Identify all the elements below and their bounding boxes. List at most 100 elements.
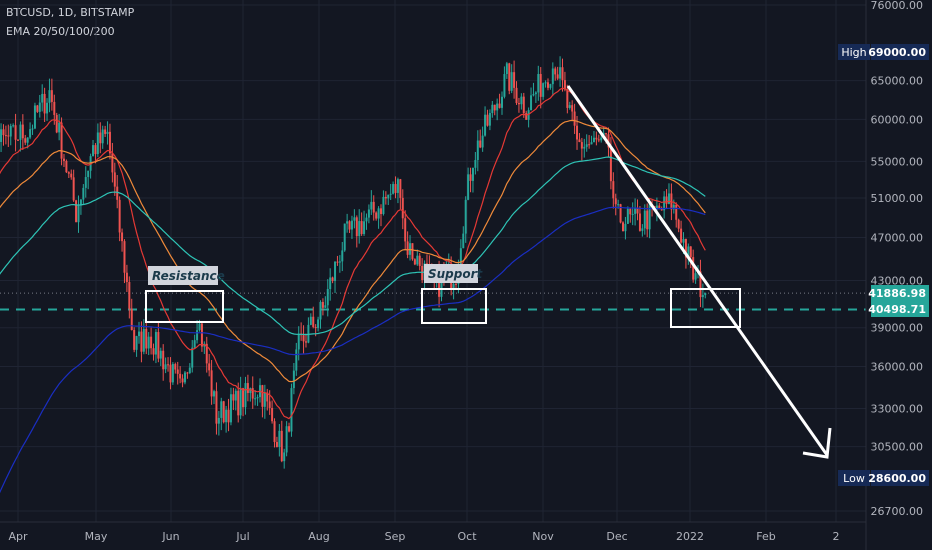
- y-tick-label: 51000.00: [871, 192, 924, 205]
- candle-body: [266, 392, 269, 402]
- candle-body: [164, 364, 167, 370]
- candle-body: [655, 205, 658, 210]
- candle-body: [292, 370, 295, 389]
- candle-body: [70, 173, 73, 178]
- candle-body: [498, 103, 501, 108]
- candle-body: [704, 293, 707, 296]
- candle-body: [324, 305, 327, 308]
- candle-body: [251, 388, 254, 399]
- candle-body: [566, 89, 569, 108]
- x-tick-label: Sep: [385, 530, 406, 543]
- candle-body: [515, 87, 518, 104]
- indicator-legend: EMA 20/50/100/200: [6, 25, 115, 38]
- x-tick-label: May: [85, 530, 108, 543]
- candle-body: [687, 246, 690, 258]
- candle-body: [331, 277, 334, 281]
- candle-body: [590, 142, 593, 145]
- candle-body: [341, 250, 344, 262]
- candle-body: [484, 114, 487, 136]
- candle-body: [121, 232, 124, 242]
- candle-body: [193, 340, 196, 348]
- candle-body: [208, 363, 211, 371]
- candle-body: [196, 330, 199, 341]
- price-label-prefix: Low: [843, 472, 865, 485]
- candle-body: [667, 193, 670, 204]
- candle-body: [183, 372, 186, 383]
- candle-body: [571, 105, 574, 112]
- x-tick-label: Jul: [235, 530, 249, 543]
- candle-body: [138, 331, 140, 337]
- candle-body: [476, 140, 479, 161]
- candle-body: [254, 398, 257, 400]
- candle-body: [65, 160, 68, 173]
- candle-body: [17, 139, 19, 141]
- candle-body: [658, 205, 661, 210]
- x-tick-label: Jun: [161, 530, 179, 543]
- candle-body: [682, 238, 685, 243]
- price-label-box: [871, 44, 929, 60]
- candle-body: [77, 205, 80, 223]
- candle-body: [375, 212, 378, 219]
- candle-body: [614, 198, 617, 205]
- candle-body: [29, 129, 32, 138]
- candle-body: [285, 426, 288, 453]
- candle-body: [46, 102, 49, 114]
- candle-body: [626, 208, 629, 224]
- candle-body: [128, 282, 131, 309]
- candle-body: [38, 102, 41, 112]
- candle-body: [31, 128, 34, 130]
- candle-body: [237, 390, 240, 416]
- candle-body: [380, 208, 382, 214]
- candle-body: [542, 83, 545, 97]
- price-axis[interactable]: 76000.00 65000.00 60000.00 55000.00 51000.00…: [865, 0, 924, 550]
- candle-body: [672, 204, 675, 210]
- candle-body: [406, 241, 409, 255]
- candle-body: [694, 273, 697, 280]
- candle-body: [157, 332, 160, 359]
- x-tick-label: Dec: [606, 530, 627, 543]
- candle-body: [147, 336, 150, 349]
- candle-body: [2, 129, 5, 136]
- candle-body: [701, 295, 704, 298]
- candle-body: [14, 125, 17, 140]
- candle-body: [510, 72, 513, 91]
- candle-body: [302, 335, 305, 342]
- time-axis[interactable]: Apr May Jun Jul Aug Sep Oct Nov Dec 2022 Feb 2: [0, 521, 866, 543]
- candle-body: [271, 407, 274, 422]
- candle-body: [559, 67, 562, 79]
- candle-body: [94, 145, 97, 155]
- candle-body: [125, 272, 128, 283]
- candle-body: [7, 135, 10, 137]
- candle-body: [329, 277, 332, 290]
- candle-body: [641, 228, 644, 231]
- candle-body: [288, 426, 291, 432]
- candle-body: [179, 373, 182, 379]
- candle-body: [227, 409, 230, 423]
- candle-body: [556, 74, 559, 79]
- candle-body: [273, 421, 276, 443]
- candle-body: [416, 255, 419, 265]
- y-tick-label: 55000.00: [871, 155, 924, 168]
- price-label-value: 28600.00: [868, 472, 926, 485]
- target-box: [670, 288, 741, 328]
- candle-body: [392, 184, 395, 194]
- y-tick-label: 76000.00: [871, 0, 924, 12]
- candle-body: [675, 204, 678, 220]
- candle-body: [304, 341, 307, 343]
- candle-body: [215, 391, 218, 424]
- price-label-box: [871, 470, 929, 486]
- candle-body: [275, 442, 278, 447]
- support-label-bg: [424, 264, 478, 283]
- candle-body: [319, 301, 322, 320]
- candle-body: [295, 349, 298, 371]
- candle-body: [493, 104, 496, 111]
- candle-body: [636, 208, 639, 214]
- candle-body: [174, 364, 177, 370]
- candle-body: [53, 101, 56, 115]
- candle-body: [348, 221, 351, 230]
- candle-body: [411, 243, 414, 260]
- price-label-value: 69000.00: [868, 46, 926, 59]
- candle-body: [232, 394, 235, 401]
- candle-body: [573, 111, 576, 126]
